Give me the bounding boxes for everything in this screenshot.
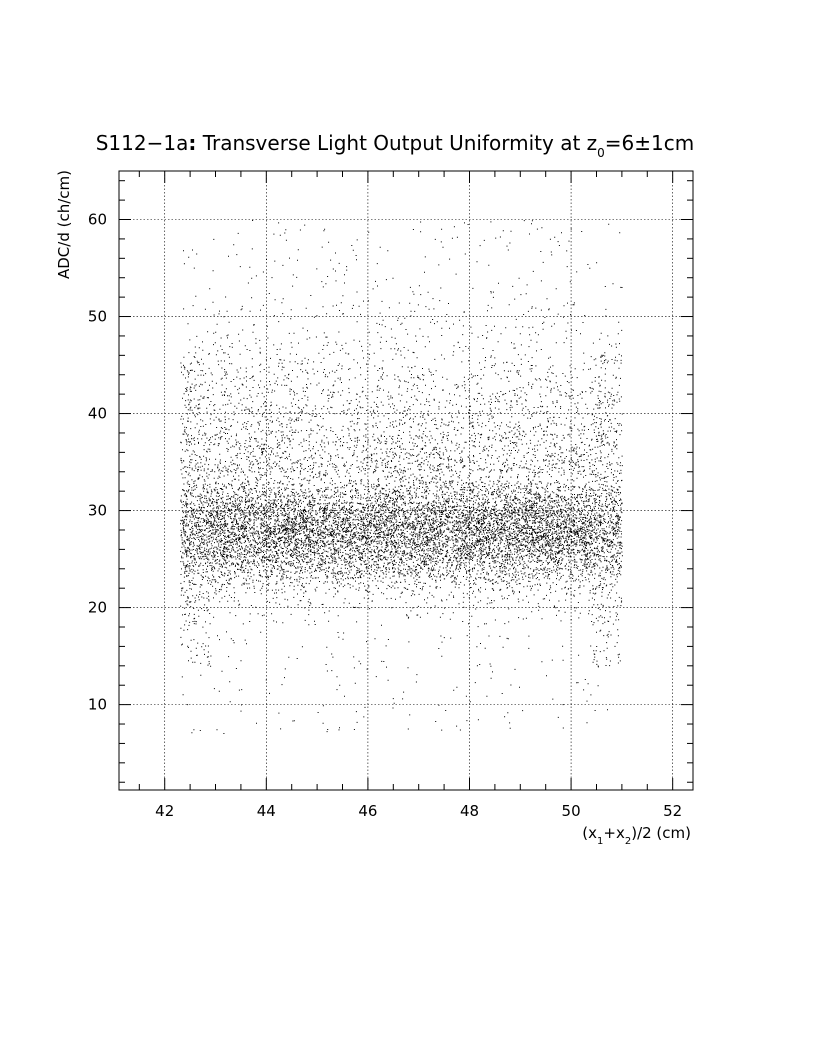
x-tick-label: 52 <box>663 802 682 820</box>
title-prefix: S112−1a <box>96 131 189 155</box>
y-axis-label: ADC/d (ch/cm) <box>55 170 73 279</box>
y-tick-label: 30 <box>88 502 107 520</box>
grid-lines <box>119 171 693 790</box>
y-tick-label: 40 <box>88 405 107 423</box>
y-tick-label: 50 <box>88 308 107 326</box>
y-tick-label: 60 <box>88 211 107 229</box>
x-tick-labels: 42 44 46 48 50 52 <box>155 802 682 820</box>
y-tick-labels: 10 20 30 40 50 60 <box>88 211 107 714</box>
title-main: Transverse Light Output Uniformity at z <box>196 131 597 155</box>
title-colon: : <box>188 131 196 155</box>
x-tick-label: 44 <box>257 802 276 820</box>
title-suffix: =6±1cm <box>605 131 694 155</box>
x-tick-label: 50 <box>562 802 581 820</box>
data-points <box>180 220 623 734</box>
x-tick-label: 42 <box>155 802 174 820</box>
x-tick-label: 46 <box>358 802 377 820</box>
plot-frame <box>118 170 694 791</box>
title-sub: 0 <box>597 146 605 160</box>
x-axis-label: (x1+x2)/2 (cm) <box>582 824 691 847</box>
scatter-points <box>180 220 623 734</box>
x-tick-label: 48 <box>460 802 479 820</box>
axis-ticks <box>119 171 693 790</box>
y-tick-label: 20 <box>88 599 107 617</box>
chart-title: S112−1a: Transverse Light Output Uniform… <box>96 131 695 160</box>
y-tick-label: 10 <box>88 696 107 714</box>
